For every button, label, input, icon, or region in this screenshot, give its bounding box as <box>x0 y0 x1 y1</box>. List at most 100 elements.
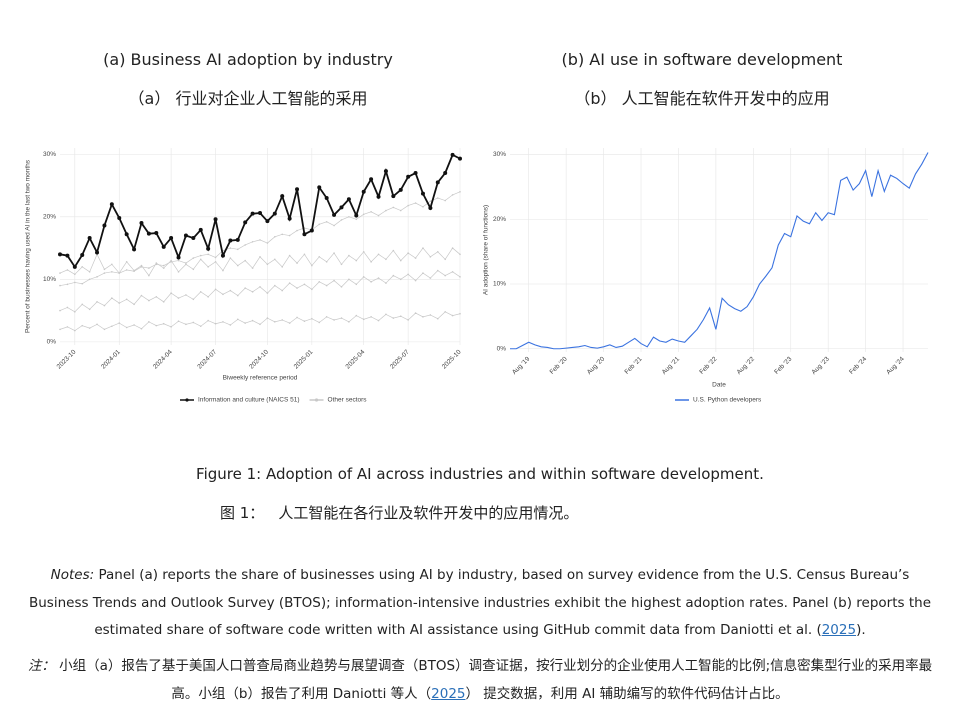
other-sector-point <box>451 194 454 196</box>
series-point <box>324 196 329 201</box>
other-sector-point <box>281 319 284 321</box>
other-sector-point <box>140 264 143 267</box>
panel-subtitle: （b） 人工智能在软件开发中的应用 <box>574 89 830 108</box>
other-sector-point <box>422 272 424 274</box>
other-sector-point <box>207 266 209 268</box>
other-sector-point <box>244 259 246 262</box>
other-sector-point <box>229 257 232 259</box>
legend-swatch-dot <box>314 398 319 402</box>
other-sector-point <box>318 321 321 324</box>
other-sector-point <box>222 293 224 296</box>
other-sector-point <box>266 317 269 319</box>
other-sector-point <box>362 276 365 278</box>
other-sector-point <box>192 257 195 259</box>
other-sector-point <box>214 288 217 291</box>
other-sector-point <box>422 205 424 208</box>
other-sector-point <box>162 264 165 267</box>
other-sector-point <box>155 262 158 264</box>
figure-caption: Figure 1: Adoption of AI across industri… <box>196 465 764 483</box>
other-sector-point <box>303 320 306 323</box>
other-sector-point <box>111 297 113 299</box>
other-sector-point <box>311 264 313 267</box>
x-axis-label: Biweekly reference period <box>223 375 298 382</box>
caption-text: 人工智能在各行业及软件开发中的应用情况。 <box>278 504 579 522</box>
other-sector-point <box>436 251 439 253</box>
other-sector-point <box>274 284 276 287</box>
other-sector-point <box>318 281 321 283</box>
other-sector-point <box>125 326 128 329</box>
notes-text: Panel (a) reports the share of businesse… <box>28 567 932 638</box>
panel-subtitle: （a） 行业对企业人工智能的采用 <box>128 89 368 108</box>
notes-zh: 注： 小组（a）报告了基于美国人口普查局商业趋势与展望调查（BTOS）调查证据，… <box>20 653 940 708</box>
other-sector-point <box>422 316 424 318</box>
x-tick-label: Feb '24 <box>848 355 868 375</box>
other-sector-point <box>244 322 246 324</box>
other-sector-point <box>177 320 180 323</box>
other-sector-point <box>444 274 446 277</box>
other-sector-point <box>288 322 291 324</box>
other-sector-point <box>59 272 61 274</box>
other-sector-point <box>192 298 195 301</box>
other-sector-point <box>88 308 91 311</box>
series-point <box>346 197 351 202</box>
other-sector-point <box>288 282 291 284</box>
other-sector-point <box>155 324 158 327</box>
series-line <box>510 152 929 350</box>
series-point <box>72 264 77 269</box>
other-sector-point <box>274 258 276 261</box>
other-sector-point <box>340 263 343 266</box>
other-sector-point <box>236 318 239 321</box>
other-sector-point <box>236 264 239 267</box>
other-sector-point <box>185 263 187 266</box>
other-sector-point <box>162 322 165 325</box>
other-sector-point <box>429 256 432 258</box>
other-sector-point <box>311 288 313 291</box>
notes-label: Notes: <box>50 567 95 583</box>
other-sector-point <box>59 328 61 331</box>
other-sector-point <box>348 278 350 281</box>
other-sector-point <box>88 271 91 273</box>
other-sector-point <box>422 247 424 249</box>
other-sector-point <box>133 324 135 326</box>
other-sector-point <box>251 267 254 269</box>
series-point <box>272 211 277 216</box>
other-sector-point <box>318 223 321 226</box>
x-tick-label: Feb '21 <box>624 355 644 375</box>
legend-label: U.S. Python developers <box>693 397 762 404</box>
other-sector-point <box>377 277 380 279</box>
series-point <box>117 216 122 221</box>
other-sector-point <box>370 210 372 213</box>
series-point <box>420 191 425 196</box>
series-point <box>191 236 196 241</box>
other-sector-point <box>281 289 284 292</box>
other-sector-point <box>274 321 276 323</box>
x-tick-label: 2024-10 <box>248 348 270 370</box>
y-tick-label: 0% <box>47 339 57 346</box>
other-sector-point <box>155 296 158 298</box>
panel-title: (b) AI use in software development <box>561 50 843 69</box>
series-point <box>458 156 462 161</box>
series-point <box>220 253 225 258</box>
other-sector-point <box>414 202 417 204</box>
series-point <box>250 211 255 216</box>
other-sector-point <box>407 273 409 276</box>
series-point <box>450 152 455 157</box>
x-tick-label: Feb '23 <box>773 355 793 375</box>
citation-link[interactable]: 2025 <box>821 622 857 638</box>
series-point <box>243 220 248 225</box>
other-sector-point <box>133 303 135 306</box>
other-sector-point <box>148 299 150 302</box>
x-tick-label: 2025-01 <box>293 348 315 370</box>
citation-link[interactable]: 2025 <box>431 685 466 702</box>
other-sector-point <box>281 266 284 268</box>
other-sector-point <box>355 218 358 221</box>
other-sector-point <box>288 254 291 257</box>
other-sector-point <box>311 317 313 320</box>
series-point <box>406 174 411 179</box>
other-sector-point <box>340 286 343 288</box>
series-point <box>265 219 270 224</box>
other-sector-point <box>118 322 121 324</box>
series-point <box>428 206 433 211</box>
series-point <box>295 187 300 192</box>
x-tick-label: Feb '22 <box>698 355 718 375</box>
